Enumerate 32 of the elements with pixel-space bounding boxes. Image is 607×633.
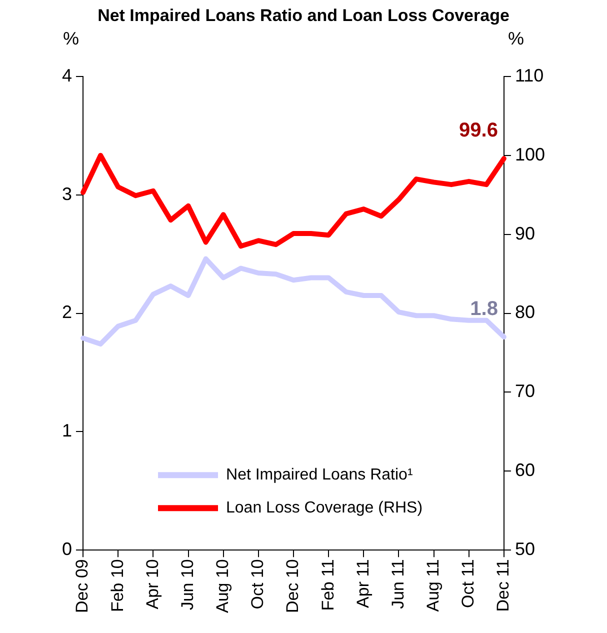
y2-tick-label: 100 bbox=[514, 144, 546, 164]
data-label: 99.6 bbox=[459, 120, 498, 142]
y-tick-label: 4 bbox=[62, 65, 72, 86]
y-tick-label: 1 bbox=[62, 420, 72, 441]
y2-tick-label: 90 bbox=[514, 223, 535, 244]
y2-tick-label: 70 bbox=[514, 381, 535, 402]
x-tick-label: Oct 11 bbox=[458, 559, 478, 608]
x-tick-label: Dec 11 bbox=[494, 559, 513, 612]
y-tick-label: 0 bbox=[62, 539, 72, 560]
y2-tick-label: 80 bbox=[514, 302, 535, 322]
x-tick-label: Jun 10 bbox=[178, 559, 197, 610]
x-tick-label: Feb 10 bbox=[108, 559, 127, 612]
x-tick-label: Aug 11 bbox=[423, 559, 442, 612]
legend-label: Net Impaired Loans Ratio¹ bbox=[226, 466, 413, 484]
x-tick-label: Aug 10 bbox=[213, 559, 232, 614]
x-tick-label: Dec 09 bbox=[72, 559, 92, 613]
x-tick-label: Apr 10 bbox=[142, 559, 162, 610]
y-axis-title: % bbox=[63, 28, 80, 48]
y2-tick-label: 60 bbox=[514, 460, 535, 480]
chart-title: Net Impaired Loans Ratio and Loan Loss Coverage bbox=[98, 6, 510, 25]
y-tick-label: 2 bbox=[62, 302, 72, 322]
y2-tick-label: 50 bbox=[514, 539, 535, 560]
x-tick-label: Apr 11 bbox=[353, 559, 372, 608]
x-tick-label: Jun 11 bbox=[388, 559, 408, 609]
x-tick-label: Oct 10 bbox=[248, 559, 268, 610]
x-tick-label: Dec 10 bbox=[283, 559, 302, 613]
y-tick-label: 3 bbox=[62, 184, 72, 204]
legend-label: Loan Loss Coverage (RHS) bbox=[226, 500, 423, 517]
data-label: 1.8 bbox=[470, 298, 498, 320]
x-tick-label: Feb 11 bbox=[318, 559, 338, 611]
y2-axis-title: % bbox=[508, 28, 524, 48]
y2-tick-label: 110 bbox=[514, 65, 544, 86]
